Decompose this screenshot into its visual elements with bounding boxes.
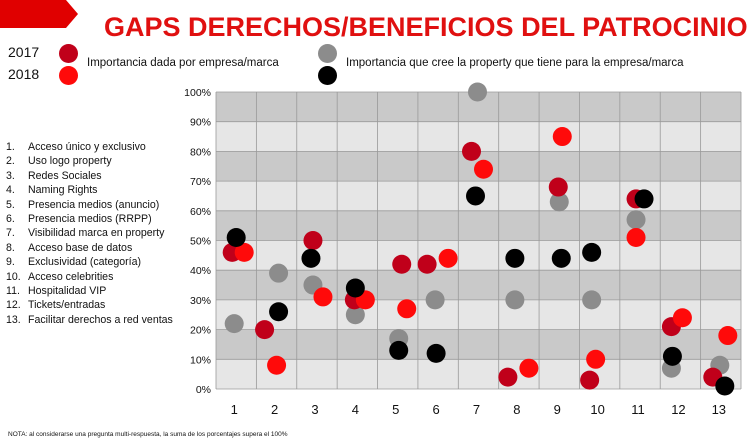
point-company-2017 (498, 367, 518, 387)
point-property-2018 (466, 186, 485, 206)
point-property-2018 (226, 228, 246, 248)
category-item: 2. Uso logo property (6, 155, 112, 168)
category-item: 3. Redes Sociales (6, 169, 102, 182)
category-item: 5. Presencia medios (anuncio) (6, 198, 160, 211)
point-property-2017 (549, 192, 569, 212)
category-item: 9. Exclusividad (categoría) (6, 256, 142, 269)
point-company-2017 (303, 231, 323, 250)
point-company-2017 (417, 254, 437, 274)
category-item: 1. Acceso único y exclusivo (6, 141, 146, 153)
point-property-2017 (269, 263, 289, 283)
legend-property-label: Importancia que cree la property que tie… (346, 57, 684, 69)
y-tick-label: 90% (190, 117, 211, 129)
x-tick-label: 4 (352, 402, 359, 417)
point-property-2017 (345, 305, 365, 325)
legend-company-label: Importancia dada por empresa/marca (87, 57, 279, 69)
x-tick-label: 6 (432, 402, 439, 417)
point-property-2017 (582, 290, 602, 310)
point-property-2018 (301, 248, 321, 268)
point-company-2018 (519, 358, 539, 378)
x-tick-label: 2 (271, 402, 278, 417)
point-property-2018 (345, 278, 365, 298)
category-item: 4. Naming Rights (6, 184, 98, 197)
point-company-2018 (552, 127, 572, 147)
plot-band (216, 270, 741, 300)
legend-year-2017: 2017 (8, 44, 40, 60)
category-item: 7. Visibilidad marca en property (6, 227, 165, 240)
x-tick-label: 9 (554, 402, 561, 417)
x-tick-label: 10 (590, 402, 604, 417)
footnote: NOTA: al considerarse una pregunta multi… (8, 431, 288, 438)
point-company-2017 (392, 254, 412, 274)
x-tick-label: 3 (311, 402, 318, 417)
point-company-2018 (313, 287, 333, 307)
y-tick-label: 0% (196, 384, 211, 396)
legend-property-2018-marker (318, 66, 337, 85)
y-tick-label: 10% (190, 354, 211, 366)
legend-property-2017-marker (318, 44, 337, 63)
category-item: 8. Acceso base de datos (6, 241, 133, 254)
y-tick-label: 30% (190, 295, 211, 307)
point-company-2018 (234, 242, 254, 262)
category-item: 13. Facilitar derechos a red ventas (6, 313, 173, 326)
x-tick-label: 11 (631, 402, 645, 417)
point-property-2018 (551, 248, 571, 268)
y-tick-label: 50% (190, 236, 211, 248)
point-company-2018 (397, 299, 417, 319)
x-tick-label: 1 (231, 402, 238, 417)
plot-band (216, 210, 741, 241)
category-list: 1. Acceso único y exclusivo 2. Uso logo pr… (6, 140, 173, 327)
category-item: 6. Presencia medios (RRPP) (6, 213, 152, 226)
point-property-2018 (426, 343, 446, 363)
y-tick-label: 80% (190, 146, 211, 158)
red-banner (0, 0, 78, 28)
legend-company-2017-marker (59, 44, 78, 63)
category-item: 12. Tickets/entradas (6, 299, 106, 312)
point-company-2018 (267, 355, 287, 375)
point-property-2018 (634, 189, 654, 209)
legend-company-2018-marker (59, 66, 78, 85)
legend-year-2018: 2018 (8, 66, 40, 82)
point-property-2017 (224, 314, 244, 334)
point-company-2018 (586, 349, 606, 369)
point-company-2018 (672, 308, 692, 328)
y-tick-label: 20% (190, 325, 211, 337)
y-tick-label: 70% (190, 176, 211, 188)
point-company-2017 (255, 320, 275, 340)
plot-band (216, 329, 741, 360)
category-item: 11. Hospitalidad VIP (6, 285, 107, 298)
point-company-2018 (718, 326, 738, 346)
y-tick-label: 40% (190, 265, 211, 277)
plot-band (216, 240, 741, 271)
point-company-2017 (580, 370, 600, 390)
point-property-2018 (715, 376, 735, 396)
point-company-2018 (626, 228, 646, 248)
x-tick-label: 13 (712, 402, 726, 417)
point-company-2018 (474, 159, 493, 179)
point-property-2018 (582, 242, 602, 262)
x-tick-label: 5 (392, 402, 399, 417)
point-company-2017 (462, 141, 481, 161)
point-property-2018 (269, 302, 289, 322)
point-property-2018 (389, 340, 409, 360)
y-tick-label: 60% (190, 206, 211, 218)
category-item: 10. Acceso celebrities (6, 270, 114, 283)
point-property-2017 (626, 210, 646, 230)
y-tick-label: 100% (184, 87, 211, 99)
point-company-2018 (438, 248, 458, 268)
x-tick-label: 8 (513, 402, 520, 417)
point-property-2018 (505, 248, 525, 268)
plot-band (216, 359, 741, 389)
point-property-2017 (425, 290, 445, 310)
x-tick-label: 12 (671, 402, 685, 417)
point-company-2017 (548, 177, 568, 197)
page-title: GAPS DERECHOS/BENEFICIOS DEL PATROCINIO (104, 12, 748, 42)
point-property-2018 (662, 346, 682, 366)
point-property-2017 (505, 290, 525, 310)
x-tick-label: 7 (473, 402, 480, 417)
plot-band (216, 299, 741, 330)
point-property-2017 (468, 82, 487, 102)
